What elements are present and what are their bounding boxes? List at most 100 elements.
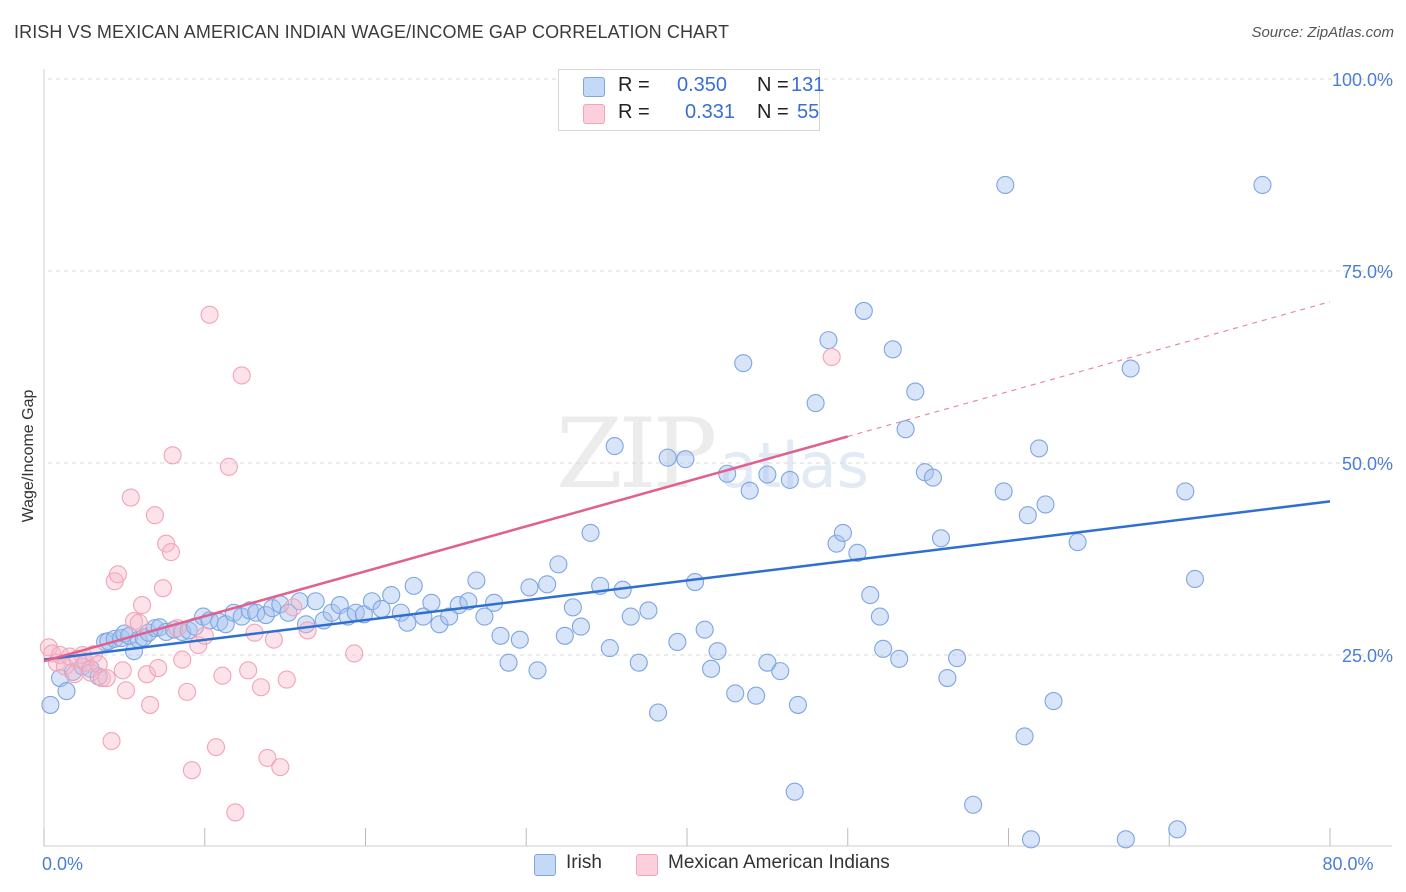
irish-point xyxy=(740,481,759,500)
irish-point xyxy=(1029,439,1049,458)
mexican-point xyxy=(345,644,364,663)
irish-point xyxy=(581,523,600,542)
irish-point xyxy=(702,659,721,678)
mexican-point xyxy=(129,613,148,632)
irish-point xyxy=(467,571,486,590)
irish-point xyxy=(538,575,557,594)
grid-lines xyxy=(48,78,1392,656)
irish-point xyxy=(771,662,790,681)
irish-trend-line xyxy=(43,500,1331,661)
irish-point xyxy=(788,695,807,714)
mexican-point xyxy=(121,488,140,507)
legend-n-value: 131 xyxy=(791,74,825,96)
irish-point xyxy=(528,661,547,680)
irish-point xyxy=(658,448,677,467)
legend-n-label: N = xyxy=(757,101,789,123)
irish-point xyxy=(459,592,478,611)
irish-point xyxy=(883,340,902,359)
irish-point xyxy=(1015,727,1034,746)
legend-n-label: N = xyxy=(757,74,789,96)
irish-point xyxy=(491,626,510,645)
irish-point xyxy=(1185,569,1205,589)
axes xyxy=(43,69,1392,847)
irish-point xyxy=(906,382,925,401)
irish-point xyxy=(833,523,852,542)
legend-swatch-mexican xyxy=(583,104,605,124)
irish-point xyxy=(629,653,648,672)
irish-point xyxy=(621,607,640,626)
irish-point xyxy=(931,529,951,548)
mexican-point xyxy=(213,666,232,685)
irish-point xyxy=(510,630,529,649)
irish-point xyxy=(685,572,705,592)
watermark-zip: ZIP xyxy=(556,398,717,510)
legend-swatch-irish xyxy=(583,77,605,97)
irish-point xyxy=(1018,506,1037,525)
irish-point xyxy=(695,620,714,639)
irish-point xyxy=(256,606,275,625)
mexican-point xyxy=(284,598,303,617)
irish-point xyxy=(1068,533,1087,552)
irish-point xyxy=(806,394,825,413)
mexican-point xyxy=(157,534,176,553)
mexican-point xyxy=(102,731,121,751)
mexican-point xyxy=(149,659,168,678)
irish-point xyxy=(668,632,687,651)
irish-point xyxy=(639,601,658,620)
irish-point xyxy=(1021,830,1041,849)
irish-point xyxy=(964,795,983,814)
mexican-point xyxy=(163,446,182,465)
bottom-legend-swatch-irish xyxy=(534,854,556,876)
irish-point xyxy=(41,695,60,714)
irish-point xyxy=(404,576,423,595)
irish-point xyxy=(827,534,846,553)
mexican-point xyxy=(258,748,277,767)
mexican-point xyxy=(108,565,127,584)
irish-point xyxy=(520,578,539,597)
y-tick-label: 25.0% xyxy=(1342,646,1393,666)
y-tick-label: 50.0% xyxy=(1342,454,1393,474)
mexican-point xyxy=(92,668,111,688)
irish-point xyxy=(440,607,459,626)
mexican-point xyxy=(173,650,192,669)
mexican-point xyxy=(271,758,290,777)
irish-point xyxy=(549,555,568,574)
irish-point xyxy=(923,468,942,487)
legend-r-value: 0.331 xyxy=(685,101,736,123)
legend-r-value: 0.350 xyxy=(677,74,728,96)
irish-point xyxy=(726,684,745,703)
mexican-point xyxy=(277,670,296,689)
irish-point xyxy=(499,653,518,672)
mexican-point xyxy=(116,681,136,700)
irish-point xyxy=(362,592,381,611)
irish-point xyxy=(382,586,401,605)
irish-point xyxy=(870,607,889,626)
irish-point xyxy=(1121,359,1140,378)
irish-point xyxy=(848,543,867,562)
watermark: ZIPatlas xyxy=(556,398,869,510)
mexican-trend-line xyxy=(43,435,849,663)
irish-point xyxy=(734,354,753,373)
irish-point xyxy=(1044,692,1063,711)
mexican-points xyxy=(39,305,841,822)
mexican-point xyxy=(97,668,116,688)
irish-point xyxy=(854,301,873,320)
irish-point xyxy=(563,598,582,617)
mexican-point xyxy=(226,803,245,822)
irish-point xyxy=(747,686,766,705)
irish-points xyxy=(41,175,1272,849)
mexican-point xyxy=(822,347,841,367)
mexican-point xyxy=(178,682,197,701)
mexican-point xyxy=(298,621,317,640)
irish-point xyxy=(676,450,695,469)
irish-point xyxy=(1116,830,1135,849)
irish-point xyxy=(938,668,957,688)
x-tick-label: 0.0% xyxy=(42,854,83,874)
mexican-point xyxy=(153,579,173,598)
mexican-point xyxy=(182,761,201,780)
bottom-legend-label-mexican: Mexican American Indians xyxy=(668,852,890,873)
irish-point xyxy=(994,482,1013,501)
legend-r-label: R = xyxy=(618,101,650,123)
mexican-trend-extension xyxy=(847,301,1331,438)
